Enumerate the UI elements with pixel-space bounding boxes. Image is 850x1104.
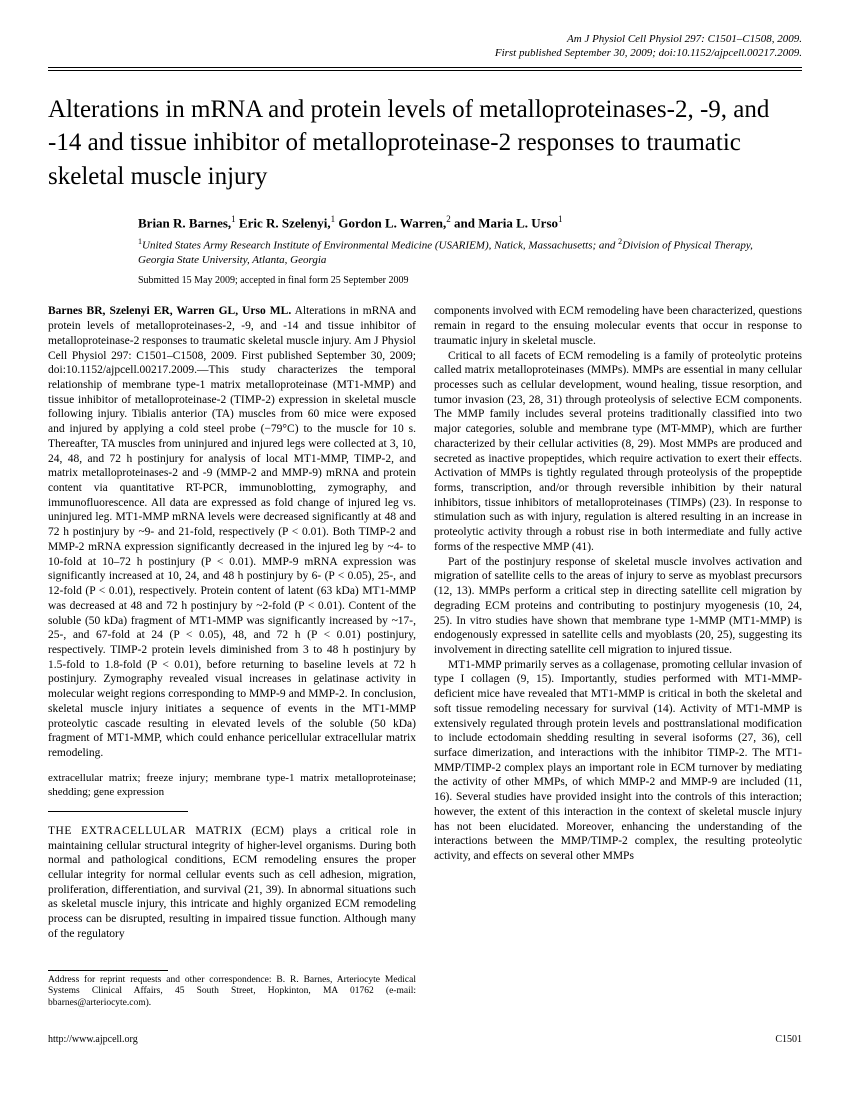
submission-dates: Submitted 15 May 2009; accepted in final… bbox=[138, 275, 802, 286]
intro-paragraph-1: THE EXTRACELLULAR MATRIX (ECM) plays a c… bbox=[48, 824, 416, 942]
abstract-text: Alterations in mRNA and protein levels o… bbox=[48, 305, 416, 759]
journal-citation: Am J Physiol Cell Physiol 297: C1501–C15… bbox=[48, 32, 802, 61]
abstract: Barnes BR, Szelenyi ER, Warren GL, Urso … bbox=[48, 304, 416, 760]
correspondence-footnote: Address for reprint requests and other c… bbox=[48, 975, 416, 1011]
header-rule-1 bbox=[48, 67, 802, 68]
section-divider bbox=[48, 811, 188, 812]
two-column-body: Barnes BR, Szelenyi ER, Warren GL, Urso … bbox=[48, 304, 802, 1010]
right-column: components involved with ECM remodeling … bbox=[434, 304, 802, 1010]
journal-line1: Am J Physiol Cell Physiol 297: C1501–C15… bbox=[567, 33, 802, 45]
abstract-citation: Barnes BR, Szelenyi ER, Warren GL, Urso … bbox=[48, 305, 291, 317]
body-p2: Critical to all facets of ECM remodeling… bbox=[434, 349, 802, 555]
intro-text-1: (ECM) plays a critical role in maintaini… bbox=[48, 825, 416, 940]
body-p4: MT1-MMP primarily serves as a collagenas… bbox=[434, 658, 802, 864]
intro-lead: THE EXTRACELLULAR MATRIX bbox=[48, 825, 242, 837]
body-p3: Part of the postinjury response of skele… bbox=[434, 555, 802, 658]
affiliations: 1United States Army Research Institute o… bbox=[138, 237, 782, 267]
left-column: Barnes BR, Szelenyi ER, Warren GL, Urso … bbox=[48, 304, 416, 1010]
footnote-rule bbox=[48, 970, 168, 971]
article-title: Alterations in mRNA and protein levels o… bbox=[48, 93, 802, 194]
footer-url: http://www.ajpcell.org bbox=[48, 1034, 138, 1045]
page-number: C1501 bbox=[775, 1034, 802, 1045]
page-footer: http://www.ajpcell.org C1501 bbox=[48, 1034, 802, 1045]
keywords: extracellular matrix; freeze injury; mem… bbox=[48, 771, 416, 799]
body-p1: components involved with ECM remodeling … bbox=[434, 304, 802, 348]
authors-list: Brian R. Barnes,1 Eric R. Szelenyi,1 Gor… bbox=[138, 214, 802, 231]
journal-line2: First published September 30, 2009; doi:… bbox=[495, 47, 802, 59]
header-rule-2 bbox=[48, 70, 802, 71]
